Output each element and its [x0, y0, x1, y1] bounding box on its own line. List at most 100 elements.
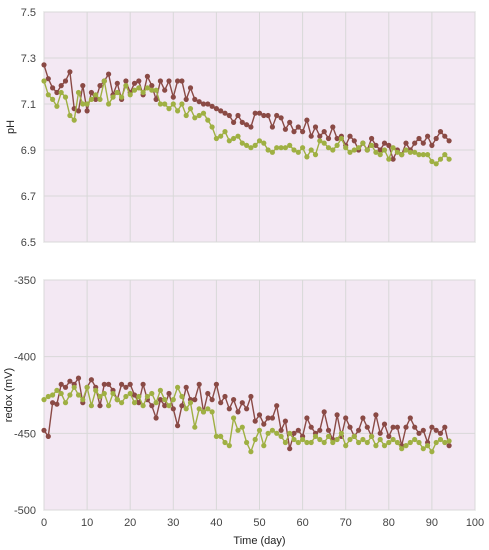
ph-series-1-point	[312, 124, 319, 130]
ph-series-1-point	[351, 138, 357, 144]
ph-series-2-point	[416, 152, 422, 158]
ph-series-2-point	[235, 133, 241, 139]
ph-series-2-point	[41, 78, 47, 84]
redox-series-2-point	[321, 439, 327, 446]
redox-series-1-point	[403, 424, 409, 430]
redox-series-1-point	[67, 378, 73, 384]
ph-series-2-point	[127, 92, 133, 98]
redox-series-1-point	[334, 412, 340, 418]
redox-series-2-point	[338, 430, 344, 436]
ph-series-2-point	[403, 147, 409, 153]
ph-series-1-point	[287, 119, 293, 125]
redox-series-2-point	[127, 390, 133, 397]
redox-series-2-point	[364, 439, 370, 446]
redox-series-2-point	[88, 403, 94, 409]
ph-series-2-point	[351, 147, 357, 153]
ph-series-2-point	[131, 87, 138, 93]
ph-series-1-point	[334, 135, 340, 142]
ph-series-1-point	[269, 124, 275, 130]
ph-series-2-point	[369, 142, 375, 148]
redox-series-2-point	[75, 392, 82, 398]
redox-x-tick-label: 20	[124, 517, 136, 529]
ph-series-1-point	[373, 142, 379, 148]
ph-series-1-point	[157, 78, 163, 84]
ph-series-2-point	[136, 85, 142, 91]
redox-series-1-point	[136, 400, 142, 406]
redox-series-2-point	[131, 400, 138, 406]
ph-series-1-point	[114, 80, 120, 86]
redox-series-1-point	[437, 430, 444, 436]
redox-series-2-point	[166, 403, 172, 409]
ph-series-1-point	[80, 83, 86, 89]
redox-series-1-point	[356, 427, 362, 433]
ph-series-2-point	[265, 147, 271, 153]
redox-series-1-point	[360, 415, 366, 421]
redox-series-2-point	[226, 443, 232, 449]
ph-series-2-point	[226, 138, 232, 144]
ph-series-2-point	[377, 152, 383, 158]
ph-series-1-point	[183, 96, 189, 102]
redox-series-1-point	[373, 412, 379, 418]
ph-series-1-point	[252, 110, 258, 116]
redox-series-1-point	[45, 433, 51, 439]
redox-series-2-point	[425, 443, 431, 449]
redox-series-2-point	[304, 439, 310, 446]
redox-series-1-point	[321, 409, 327, 415]
redox-series-1-point	[175, 423, 181, 429]
redox-series-2-point	[97, 393, 103, 400]
ph-series-1-point	[192, 96, 198, 102]
ph-series-2-point	[360, 140, 366, 146]
redox-series-2-point	[209, 409, 215, 415]
redox-series-2-point	[373, 443, 379, 449]
ph-series-2-point	[196, 112, 202, 119]
redox-series-2-point	[256, 427, 263, 433]
ph-series-2-point	[386, 156, 392, 162]
ph-series-1-point	[196, 99, 202, 105]
ph-series-2-point	[97, 96, 103, 102]
ph-series-1-point	[325, 135, 332, 142]
redox-series-2-point	[386, 439, 392, 446]
redox-series-2-point	[429, 449, 435, 455]
redox-series-2-point	[312, 433, 319, 439]
redox-series-2-point	[149, 390, 155, 397]
ph-series-2-point	[110, 94, 116, 100]
redox-series-1-point	[343, 415, 349, 421]
ph-y-tick-label: 6.5	[21, 237, 36, 249]
redox-series-1-point	[170, 406, 176, 412]
redox-series-2-point	[175, 384, 181, 390]
redox-series-2-point	[282, 439, 288, 446]
redox-series-2-point	[119, 400, 125, 406]
redox-series-2-point	[369, 433, 375, 439]
redox-series-2-point	[123, 393, 129, 400]
redox-x-tick-label: 10	[81, 517, 93, 529]
ph-series-2-point	[84, 101, 90, 107]
ph-series-1-point	[123, 78, 129, 84]
redox-series-2-point	[200, 409, 207, 415]
redox-series-1-point	[58, 381, 64, 387]
redox-series-2-point	[235, 427, 241, 433]
redox-series-2-point	[196, 406, 202, 412]
redox-series-1-point	[287, 446, 293, 452]
ph-series-1-point	[412, 140, 418, 146]
ph-series-2-point	[205, 117, 211, 123]
ph-series-2-point	[325, 145, 332, 151]
redox-series-2-point	[93, 387, 99, 393]
redox-series-1-point	[282, 418, 288, 424]
redox-series-2-point	[222, 439, 228, 446]
redox-series-1-point	[377, 430, 383, 436]
redox-series-2-point	[390, 436, 396, 443]
ph-series-1-point	[200, 101, 207, 107]
ph-series-2-point	[252, 142, 258, 148]
redox-series-2-point	[399, 446, 405, 452]
ph-series-2-point	[162, 101, 168, 107]
ph-series-1-point	[84, 108, 90, 114]
ph-series-1-point	[321, 129, 327, 135]
ph-series-1-point	[54, 89, 60, 96]
redox-series-1-point	[416, 430, 422, 436]
redox-series-1-point	[226, 406, 232, 412]
ph-series-1-point	[209, 103, 215, 109]
redox-series-1-point	[157, 397, 163, 403]
ph-series-2-point	[244, 142, 250, 148]
ph-series-1-point	[425, 133, 431, 139]
redox-series-2-point	[407, 439, 413, 446]
